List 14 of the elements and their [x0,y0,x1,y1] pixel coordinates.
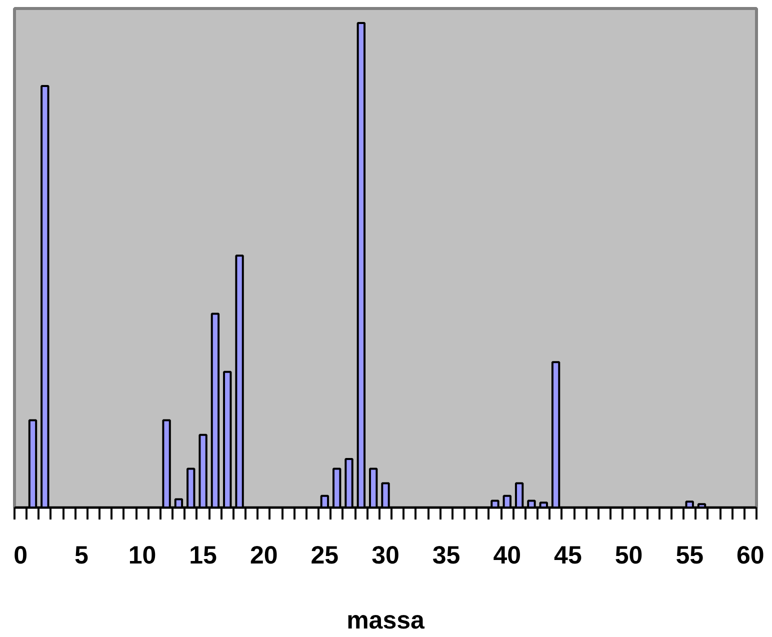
x-tick-label: 45 [554,542,582,570]
x-tick-label: 15 [189,542,218,570]
x-tick-label: 50 [614,542,643,570]
x-tick-label: 5 [74,542,88,570]
x-tick-label: 0 [14,542,28,570]
x-tick-label: 30 [372,542,400,570]
x-axis-title: massa [346,606,426,634]
x-tick-label: 10 [128,542,156,570]
x-tick-label: 60 [736,542,764,570]
x-tick-label: 55 [676,542,704,570]
x-tick-label: 40 [493,542,522,570]
x-tick-label: 35 [432,542,460,570]
x-tick-label: 25 [310,542,339,570]
x-tick-label: 20 [250,542,278,570]
